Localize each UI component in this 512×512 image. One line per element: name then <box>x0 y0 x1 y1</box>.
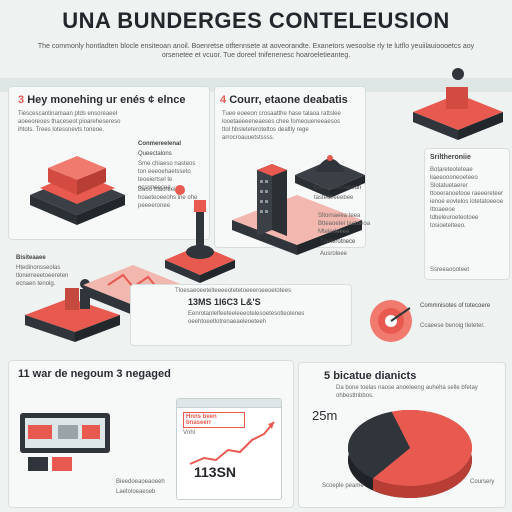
section-3-callout-label: Conmereelenal <box>138 141 182 147</box>
section-3-heading: 3 Hey monehing ur enés ¢ elnce <box>18 94 208 106</box>
section-3-heading-text: Hey monehing ur enés ¢ elnce <box>27 94 186 106</box>
rising-line-icon <box>189 421 275 465</box>
section-4-list-item-1: Btteaoetei taetoeoa <box>318 221 371 227</box>
section-3-callout-sub: Queectalons <box>138 151 172 157</box>
page-title: UNA BUNDERGES CONTELEUSION <box>62 8 450 33</box>
section-5-label-a: Scoeple peame <box>322 483 364 489</box>
section-4-note-c: Tneterotnece <box>320 239 356 245</box>
right-panel-body: Botareteoteteae liaeeoooneoeteeo Slotatu… <box>430 167 504 229</box>
section-4-list-item-2: Mtelerleeee <box>318 229 350 235</box>
middle-band-body: Tloesaeoeetelteeeeotetetoeeeroeeoetotees <box>175 288 292 294</box>
pie-slice-1 <box>348 411 410 479</box>
target-body: Ccaeese benoig tleteter. <box>420 323 485 329</box>
section-3-panel <box>8 86 210 240</box>
section-4-heading-text: Courr, etaone deabatis <box>229 94 348 106</box>
person-platform-illustration <box>25 279 120 342</box>
tower-illustration <box>232 164 362 255</box>
browser-window: Hnns been bnaseerr Vnhl <box>176 398 282 500</box>
section-4-note-a: Eaat ttuaeoaeeon <box>314 185 362 191</box>
section-5-number: 5 <box>324 370 331 382</box>
section-3-callout-body: Sme chiaeso nasteos ton eeeoehaetsseto t… <box>138 161 196 191</box>
section-5-heading-text: bicatue dianicts <box>333 370 417 382</box>
right-panel <box>424 148 510 280</box>
right-panel-footnote: Ssreeaoooteet <box>430 267 470 273</box>
bottom-left-heading: 11 war de negoum 3 negaged <box>18 368 171 380</box>
browser-sub: Vnhl <box>183 430 196 436</box>
pie-slice-side-0 <box>372 410 472 498</box>
tray-illustration <box>30 156 125 225</box>
section-3-side-note: Baoo fnaoreeif hoaeteoeeohs lne ohe peee… <box>138 187 198 209</box>
bottom-left-caption-b: Laetoloeaeseb <box>116 489 156 495</box>
section-4-note-d: Ausroleee <box>320 251 348 257</box>
section-5-body: Da bone toelas naose anoeleeng auheha se… <box>336 385 478 399</box>
middle-band-figure: 13MS 1I6C3 L&'S <box>188 297 261 307</box>
section-3-body: Tiescescantinamaan ptds ensoreaeel aoeeo… <box>18 111 121 133</box>
section-5-heading: 5 bicatue dianicts <box>324 370 494 382</box>
middle-band-figure-body: Eenrotanlelfeeteeleeeotelesoetesotleolen… <box>188 311 305 325</box>
section-4-number: 4 <box>220 94 227 106</box>
pie-slice-0 <box>372 410 472 486</box>
bottom-left-caption-a: Bieedoeaoeaoeeh <box>116 479 165 485</box>
middle-band-panel <box>130 284 352 346</box>
section-3-number: 3 <box>18 94 25 106</box>
section-4-body: Tuee eoeeon crosaatthe hase talaoa ratts… <box>222 111 341 141</box>
section-4-list-item-0: Sltornaeea teea <box>318 213 361 219</box>
section-3-bottom-label: Bisiteaaee <box>16 255 46 261</box>
browser-titlebar <box>177 399 281 408</box>
section-4-heading: 4 Courr, etaone deabatis <box>220 94 365 106</box>
browser-header: Hnns been bnaseerr <box>183 412 245 428</box>
target-icon <box>370 300 412 342</box>
intro-text: The commonly hontladten blocle ensiteoan… <box>37 43 475 59</box>
browser-figure: 113SN <box>194 464 237 480</box>
top-right-figure-illustration <box>413 68 503 140</box>
tablet-illustration <box>20 413 110 471</box>
center-lamp-illustration <box>165 185 235 283</box>
section-5-label-b: Coursery <box>470 479 495 485</box>
section-3-bottom-body: Htedinonsseolas tlonerreeetoeereten ecna… <box>16 265 69 287</box>
pie-chart <box>348 410 472 498</box>
right-panel-heading: Sriltheroniie <box>430 154 471 161</box>
section-4-note-b: tasteceeeebee <box>314 195 354 201</box>
section-5-value: 25m <box>312 408 338 423</box>
target-heading: Commnisotes of totecoere <box>420 303 491 309</box>
dome-pedestal-illustration <box>295 155 365 198</box>
